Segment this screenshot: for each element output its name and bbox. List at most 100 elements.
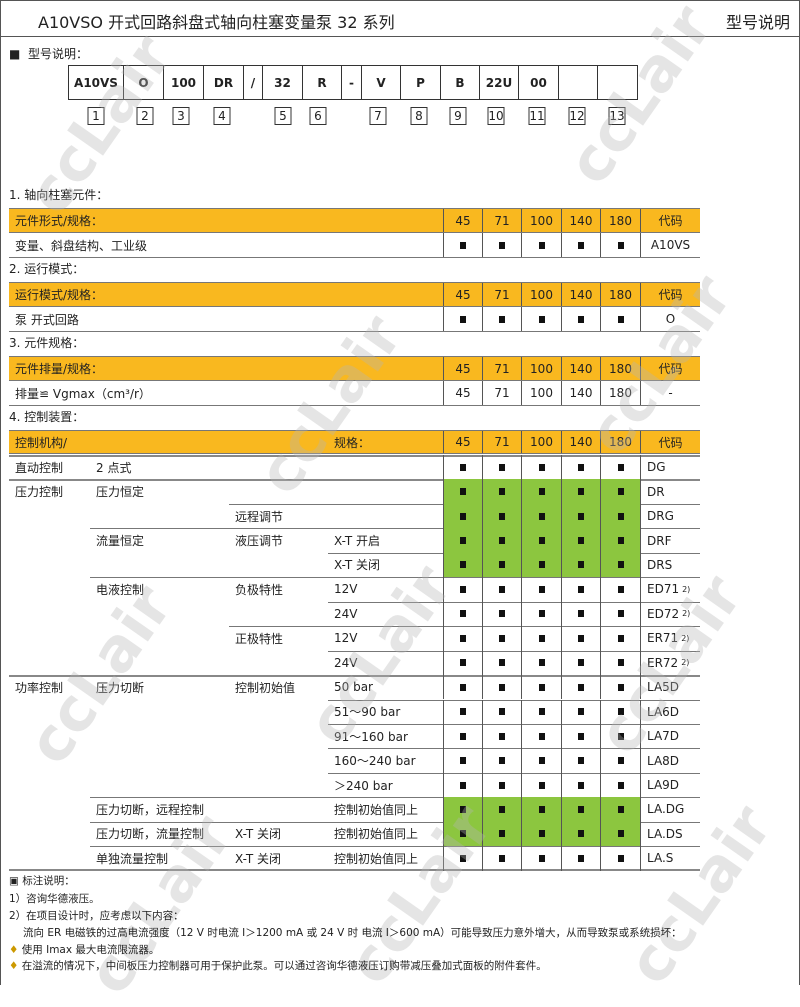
- available-mark: [578, 634, 584, 642]
- available-mark: [538, 805, 545, 813]
- available-mark: [460, 463, 466, 471]
- table-row: 直动控制 2 点式 DG: [9, 455, 700, 480]
- size-cell: [600, 503, 640, 529]
- available-mark: [578, 585, 584, 593]
- size-cell: [521, 601, 561, 627]
- size-cell: [561, 455, 600, 480]
- size-cell: [561, 797, 600, 822]
- row-divider: [9, 479, 700, 482]
- available-mark: [538, 488, 545, 496]
- size-cell: [443, 748, 482, 773]
- size-cell: [443, 307, 482, 331]
- code-cell: LA9D: [640, 772, 700, 798]
- row-label: 2 点式: [96, 460, 132, 475]
- row-label: 控制初始值: [235, 680, 296, 695]
- size-cell: [600, 821, 640, 847]
- available-mark: [460, 537, 466, 545]
- row-label: 控制初始值同上: [334, 827, 419, 842]
- available-mark: [617, 781, 624, 789]
- code-cell: DG: [640, 455, 700, 480]
- available-mark: [538, 315, 545, 323]
- size-cell: [443, 601, 482, 627]
- available-mark: [617, 830, 624, 838]
- available-mark: [617, 708, 624, 716]
- available-mark: [538, 781, 545, 789]
- available-mark: [499, 805, 505, 813]
- code-header: 代码: [640, 209, 700, 233]
- available-mark: [617, 757, 624, 765]
- available-mark: [578, 610, 584, 618]
- available-mark: [538, 708, 545, 716]
- available-mark: [499, 488, 505, 496]
- t4-title: 4. 控制装置：: [9, 410, 85, 424]
- size-cell: [521, 479, 561, 504]
- notes-title: ▣ 标注说明：: [9, 875, 75, 887]
- size-cell: [600, 552, 640, 578]
- row-divider: [328, 650, 700, 652]
- code-cell: LA.DG: [640, 797, 700, 822]
- available-mark: [617, 241, 624, 249]
- size-cell: [521, 528, 561, 553]
- row-label: 160～240 bar: [334, 754, 416, 769]
- available-mark: [460, 634, 466, 642]
- available-mark: [617, 683, 624, 691]
- row-label: 91～160 bar: [334, 729, 408, 744]
- size-cell: 100: [521, 381, 561, 405]
- code-cell: LA.DS: [640, 821, 700, 847]
- row-divider: [328, 723, 700, 725]
- size-cell: [521, 552, 561, 578]
- row-divider: [90, 577, 700, 579]
- size-cell: [600, 479, 640, 504]
- type-code-cell: /: [244, 66, 263, 99]
- row-label: 24V: [334, 606, 358, 621]
- size-cell: [561, 601, 600, 627]
- available-mark: [460, 659, 466, 667]
- available-mark: [538, 854, 545, 862]
- available-mark: [538, 830, 545, 838]
- table-row: 压力控制 压力恒定 DR: [9, 479, 700, 504]
- size-cell: [600, 675, 640, 700]
- size-cell: [600, 577, 640, 602]
- available-mark: [460, 708, 466, 716]
- type-code-cell: P: [401, 66, 441, 99]
- t3-title: 3. 元件规格：: [9, 336, 85, 350]
- note-2: 2）在项目设计时，应考虑以下内容：: [9, 910, 184, 922]
- available-mark: [578, 488, 584, 496]
- size-cell: [482, 748, 521, 773]
- size-cell: [600, 650, 640, 675]
- row-label: 51～90 bar: [334, 705, 401, 720]
- available-mark: [617, 315, 624, 323]
- size-cell: [561, 307, 600, 331]
- type-code-row: A10VS O 100 DR/32 R - V P B 22U 00: [68, 65, 638, 100]
- size-cell: [482, 650, 521, 675]
- available-mark: [617, 659, 624, 667]
- available-mark: [578, 315, 584, 323]
- type-code-number: 12: [568, 107, 586, 125]
- table-row: 远程调节 DRG: [9, 503, 700, 529]
- available-mark: [617, 512, 624, 520]
- available-mark: [578, 854, 584, 862]
- type-code-cell: B: [441, 66, 480, 99]
- available-mark: [499, 463, 505, 471]
- header-label: 控制机构/: [15, 435, 68, 450]
- available-mark: [578, 830, 584, 838]
- size-cell: [600, 233, 640, 257]
- size-cell: [600, 797, 640, 822]
- row-label: X-T 关闭: [235, 827, 281, 842]
- size-cell: [482, 455, 521, 480]
- available-mark: [460, 488, 466, 496]
- table-row: 51～90 bar LA6D: [9, 699, 700, 724]
- available-mark: [460, 732, 466, 740]
- size-cell: [443, 528, 482, 553]
- row-label: 12V: [334, 582, 358, 597]
- size-cell: [482, 552, 521, 578]
- type-code-cell: DR: [204, 66, 244, 99]
- type-code-number: 4: [213, 107, 231, 125]
- table-header-row: 运行模式/规格： 45 71 100 140 180 代码: [9, 283, 700, 308]
- row-divider: [90, 528, 700, 530]
- available-mark: [460, 683, 466, 691]
- row-divider: [90, 797, 700, 799]
- available-mark: [538, 757, 545, 765]
- bullet-icon: ♦: [9, 960, 19, 972]
- size-cell: 71: [482, 283, 521, 307]
